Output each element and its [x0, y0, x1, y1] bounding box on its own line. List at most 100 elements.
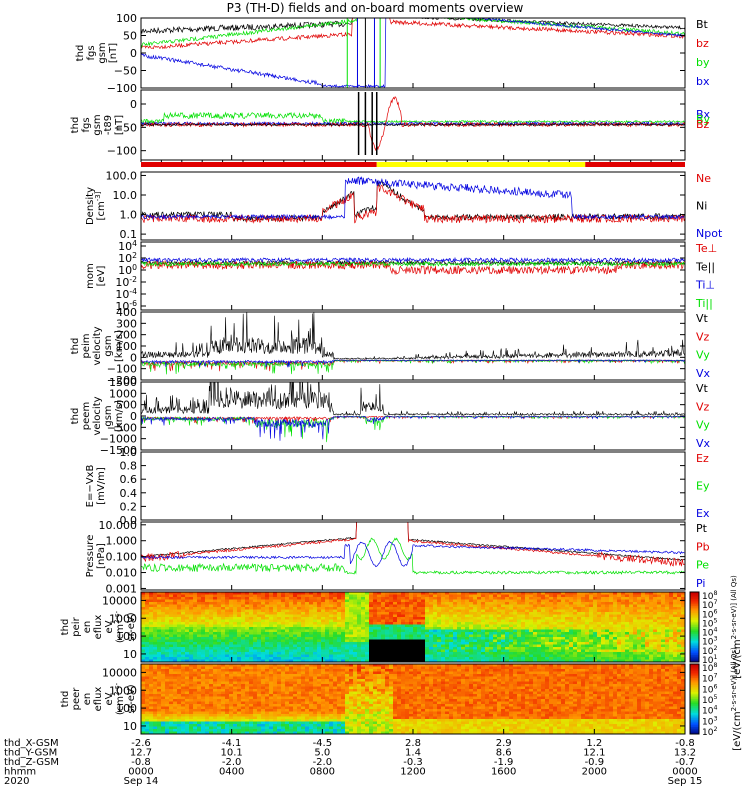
heatmap-cell [165, 694, 170, 697]
heatmap-cell [357, 647, 362, 650]
heatmap-cell [533, 637, 538, 640]
heatmap-cell [149, 706, 154, 710]
heatmap-cell [665, 612, 670, 615]
heatmap-cell [333, 624, 338, 628]
heatmap-cell [613, 612, 618, 615]
heatmap-cell [461, 597, 466, 600]
heatmap-cell [325, 622, 330, 625]
heatmap-cell [153, 632, 158, 635]
heatmap-cell [357, 637, 362, 640]
heatmap-cell [557, 619, 562, 623]
heatmap-cell [557, 614, 562, 618]
colorbar-swatch [690, 655, 699, 658]
heatmap-cell [265, 617, 270, 620]
heatmap-cell [177, 711, 182, 715]
heatmap-cell [341, 629, 346, 633]
heatmap-cell [249, 691, 254, 695]
heatmap-cell [617, 609, 622, 613]
heatmap-cell [141, 711, 146, 715]
heatmap-cell [561, 639, 566, 643]
heatmap-cell [253, 624, 258, 628]
heatmap-cell [681, 594, 685, 598]
heatmap-cell [249, 599, 254, 603]
heatmap-cell [289, 597, 294, 600]
heatmap-cell [321, 614, 326, 618]
heatmap-cell [229, 716, 234, 720]
heatmap-cell [517, 592, 522, 595]
heatmap-cell [161, 731, 166, 734]
heatmap-cell [365, 642, 370, 645]
heatmap-cell [577, 642, 582, 645]
heatmap-cell [197, 622, 202, 625]
heatmap-cell [553, 652, 558, 655]
heatmap-cell [581, 604, 586, 608]
heatmap-cell [169, 607, 174, 610]
heatmap-cell [181, 679, 186, 682]
heatmap-cell [537, 644, 542, 648]
heatmap-cell [577, 619, 582, 623]
heatmap-cell [677, 632, 682, 635]
heatmap-cell [437, 657, 442, 660]
heatmap-cell [389, 637, 394, 640]
heatmap-cell [665, 624, 670, 628]
heatmap-cell [521, 594, 526, 598]
heatmap-cell [245, 686, 250, 690]
heatmap-cell [637, 649, 642, 653]
heatmap-cell [321, 639, 326, 643]
heatmap-cell [437, 627, 442, 630]
heatmap-cell [453, 642, 458, 645]
heatmap-cell [501, 634, 506, 638]
heatmap-cell [429, 597, 434, 600]
heatmap-cell [553, 622, 558, 625]
heatmap-cell [625, 629, 630, 633]
heatmap-cell [197, 612, 202, 615]
heatmap-cell [373, 654, 378, 658]
heatmap-cell [529, 609, 534, 613]
heatmap-cell [221, 694, 226, 697]
heatmap-cell [253, 634, 258, 638]
heatmap-cell [181, 607, 186, 610]
heatmap-cell [245, 609, 250, 613]
heatmap-cell [641, 599, 646, 603]
heatmap-cell [225, 592, 230, 595]
heatmap-cell [397, 627, 402, 630]
heatmap-cell [393, 659, 398, 662]
heatmap-cell [369, 652, 374, 655]
heatmap-cell [445, 624, 450, 628]
heatmap-cell [525, 654, 530, 658]
panel-6-data [141, 382, 685, 443]
heatmap-cell [501, 597, 506, 600]
heatmap-cell [285, 594, 290, 598]
heatmap-cell [613, 659, 618, 662]
heatmap-cell [289, 612, 294, 615]
heatmap-cell [157, 612, 162, 615]
heatmap-cell [493, 657, 498, 660]
heatmap-cell [157, 696, 162, 700]
heatmap-cell [221, 691, 226, 695]
heatmap-cell [385, 649, 390, 653]
heatmap-cell [309, 632, 314, 635]
heatmap-cell [405, 639, 410, 643]
heatmap-cell [261, 624, 266, 628]
heatmap-cell [525, 652, 530, 655]
heatmap-cell [389, 627, 394, 630]
heatmap-cell [593, 619, 598, 623]
heatmap-cell [477, 659, 482, 662]
heatmap-cell [301, 649, 306, 653]
heatmap-cell [569, 594, 574, 598]
heatmap-cell [593, 624, 598, 628]
heatmap-cell [145, 724, 150, 727]
heatmap-cell [201, 681, 206, 685]
heatmap-cell [385, 617, 390, 620]
heatmap-cell [341, 609, 346, 613]
heatmap-cell [217, 666, 222, 670]
heatmap-cell [217, 684, 222, 687]
heatmap-cell [205, 666, 210, 670]
heatmap-cell [381, 654, 386, 658]
heatmap-cell [237, 594, 242, 598]
heatmap-cell [565, 619, 570, 623]
heatmap-cell [201, 649, 206, 653]
heatmap-cell [545, 649, 550, 653]
heatmap-cell [273, 624, 278, 628]
colorbar-swatch [690, 616, 699, 619]
